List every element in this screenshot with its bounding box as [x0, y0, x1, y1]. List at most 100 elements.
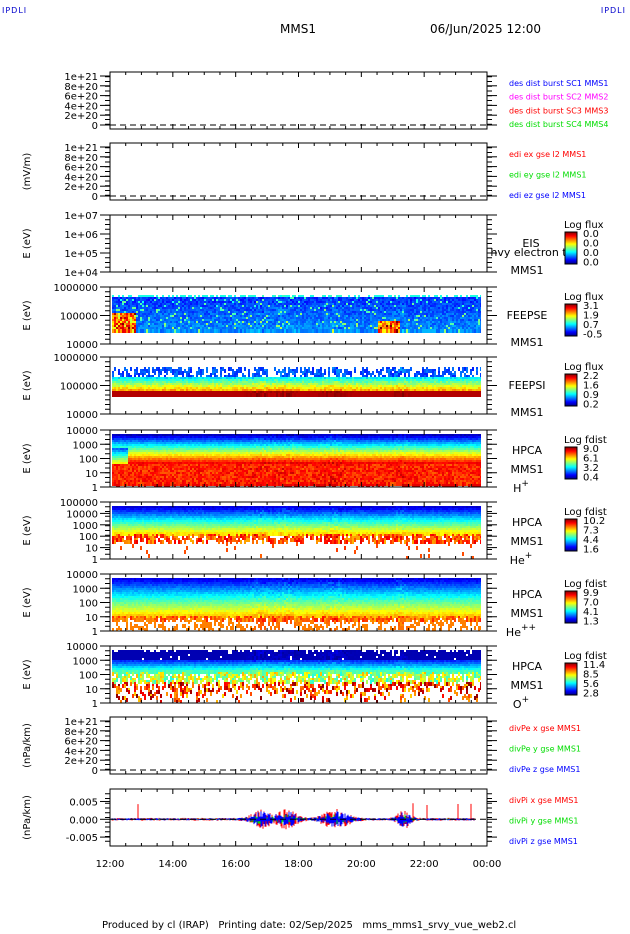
y-tick-label: 4e+20	[64, 172, 98, 183]
spectrogram-9	[112, 646, 481, 703]
colorbar	[564, 518, 578, 552]
colorbar-tick: 0.0	[583, 248, 599, 259]
y-axis-label: E (eV)	[22, 228, 33, 258]
colorbar-tick: 5.6	[583, 679, 599, 690]
colorbar-tick: 7.0	[583, 598, 599, 609]
y-tick-label: 1e+21	[64, 717, 98, 728]
colorbar-tick: 0.4	[583, 473, 599, 484]
panel-6: 10000 1000 100 10 1 E (eV) HPCA MMS1 H+ Log fdist…	[22, 426, 607, 495]
y-tick-label: 1000	[73, 584, 98, 595]
legend-entry: divPi x gse MMS1	[509, 796, 578, 805]
y-tick-label: 0	[92, 766, 98, 777]
y-tick-label: 10000	[66, 410, 98, 421]
y-tick-label: 8e+20	[64, 153, 98, 164]
instrument-label: EIS	[522, 237, 539, 250]
y-tick-label: 1000	[73, 521, 98, 532]
y-axis-label: E (eV)	[22, 300, 33, 330]
colorbar	[564, 590, 578, 624]
x-tick-label: 16:00	[221, 859, 250, 870]
y-tick-label: 100	[79, 455, 98, 466]
spectrogram-6	[112, 430, 481, 487]
colorbar-tick: 9.0	[583, 444, 599, 455]
legend-entry: divPi y gse MMS1	[509, 817, 578, 826]
colorbar-tick: 2.8	[583, 689, 599, 700]
colorbar	[564, 662, 578, 696]
species-label: He++	[506, 623, 536, 639]
spectrogram-7	[112, 502, 481, 559]
colorbar-tick: 1.3	[583, 617, 599, 628]
instrument-label: FEEPSI	[508, 379, 545, 392]
y-tick-label: 100000	[60, 312, 98, 323]
colorbar-tick: 6.1	[583, 454, 599, 465]
y-tick-label: 2e+20	[64, 182, 98, 193]
y-tick-label: 100000	[60, 498, 98, 509]
y-tick-label: 2e+20	[64, 111, 98, 122]
colorbar-tick: 8.5	[583, 670, 599, 681]
colorbar-title: Log flux	[564, 220, 604, 231]
species-label: He+	[510, 551, 533, 567]
y-axis-label: (nPa/km)	[22, 795, 33, 840]
legend-entry: edi ey gse l2 MMS1	[509, 171, 587, 180]
spectrogram-5	[112, 357, 481, 414]
y-axis-label: (mV/m)	[22, 153, 33, 191]
panel-frame	[109, 71, 488, 130]
y-tick-label: 1000000	[53, 283, 98, 294]
y-tick-label: 6e+20	[64, 163, 98, 174]
y-tick-label: 6e+20	[64, 92, 98, 103]
colorbar-tick: 4.1	[583, 607, 599, 618]
x-tick-label: 20:00	[347, 859, 376, 870]
instrument-label: FEEPSE	[507, 309, 548, 322]
y-tick-label: 0	[92, 192, 98, 203]
y-tick-label: 10	[85, 469, 98, 480]
colorbar-tick: 0.0	[583, 239, 599, 250]
colorbar-tick: 7.3	[583, 526, 599, 537]
panel-4: 1000000 100000 10000 E (eV) FEEPSE MMS1 Log fl…	[22, 283, 604, 351]
y-tick-label: 1	[92, 483, 98, 494]
y-tick-label: 1e+04	[64, 268, 98, 279]
y-tick-label: 8e+20	[64, 727, 98, 738]
y-tick-label: 10000	[66, 570, 98, 581]
spectrogram-4	[112, 287, 481, 344]
y-axis-label: E (eV)	[22, 443, 33, 473]
y-tick-label: 0.000	[69, 815, 98, 826]
y-axis-label: (nPa/km)	[22, 723, 33, 768]
footer: Produced by cl (IRAP) Printing date: 02/…	[102, 920, 516, 931]
legend-entry: divPe y gse MMS1	[509, 745, 581, 754]
y-axis-label: E (eV)	[22, 515, 33, 545]
legend-entry: divPe x gse MMS1	[509, 724, 581, 733]
x-tick-label: 18:00	[284, 859, 313, 870]
y-tick-label: 10	[85, 613, 98, 624]
y-tick-label: 10	[85, 544, 98, 555]
colorbar-title: Log fdist	[564, 507, 607, 518]
colorbar-tick: 11.4	[583, 660, 605, 671]
y-tick-label: 10	[85, 685, 98, 696]
colorbar-tick: 3.1	[583, 301, 599, 312]
colorbar	[564, 303, 578, 337]
produced-by: Produced by cl (IRAP)	[102, 920, 209, 931]
y-tick-label: 100	[79, 599, 98, 610]
y-tick-label: 1000	[73, 656, 98, 667]
colorbar-tick: 0.0	[583, 258, 599, 269]
y-tick-label: 1e+21	[64, 143, 98, 154]
y-tick-label: 8e+20	[64, 82, 98, 93]
colorbar-tick: 0.9	[583, 390, 599, 401]
colorbar-title: Log fdist	[564, 651, 607, 662]
instrument-label: HPCA	[512, 444, 543, 457]
y-tick-label: 100000	[60, 382, 98, 393]
y-tick-label: 0.005	[69, 797, 98, 808]
y-tick-label: 1e+06	[64, 230, 98, 241]
colorbar-tick: 9.9	[583, 588, 599, 599]
y-tick-label: 10000	[66, 642, 98, 653]
y-axis-label: E (eV)	[22, 370, 33, 400]
legend-entry: des dist burst SC1 MMS1	[509, 79, 608, 88]
spacecraft-label: MMS1	[511, 264, 544, 277]
panel-11: 0.005 0.000 -0.005 (nPa/km) divPi x gse MMS1…	[22, 788, 578, 847]
script-name: mms_mms1_srvy_vue_web2.cl	[362, 920, 517, 931]
y-tick-label: 10000	[66, 509, 98, 520]
x-tick-label: 14:00	[158, 859, 187, 870]
